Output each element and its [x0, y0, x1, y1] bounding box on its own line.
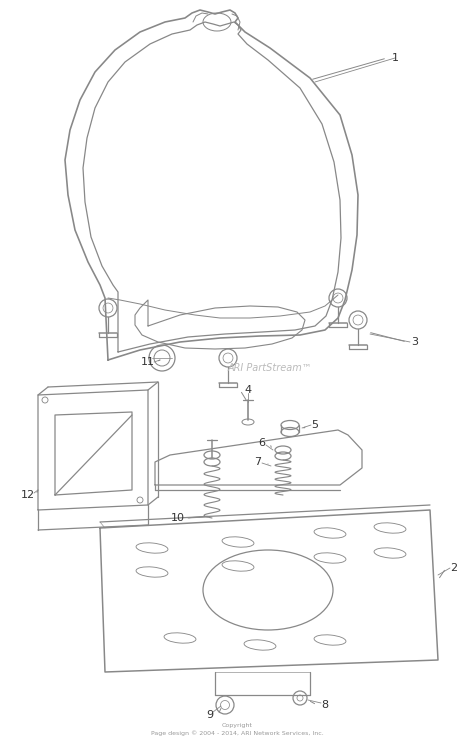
Text: ARI PartStream™: ARI PartStream™: [228, 363, 312, 373]
Text: 9: 9: [207, 710, 214, 720]
Text: 3: 3: [411, 337, 419, 347]
Text: Copyright: Copyright: [221, 723, 253, 727]
Text: 4: 4: [245, 385, 252, 395]
Text: 8: 8: [321, 700, 328, 710]
Text: 11: 11: [141, 357, 155, 367]
Text: 12: 12: [21, 490, 35, 500]
Text: 10: 10: [171, 513, 185, 523]
Text: 6: 6: [258, 438, 265, 448]
Text: 7: 7: [255, 457, 262, 467]
Text: Page design © 2004 - 2014, ARI Network Services, Inc.: Page design © 2004 - 2014, ARI Network S…: [151, 730, 323, 736]
Text: 5: 5: [311, 420, 319, 430]
Text: 2: 2: [450, 563, 457, 573]
Text: 1: 1: [392, 53, 399, 63]
